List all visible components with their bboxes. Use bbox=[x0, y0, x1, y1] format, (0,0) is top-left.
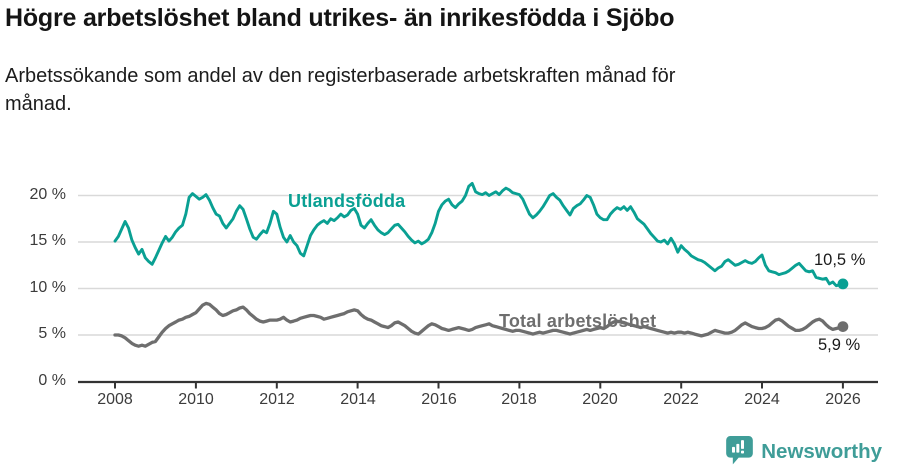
x-axis-label: 2016 bbox=[421, 391, 457, 408]
x-axis-label: 2010 bbox=[178, 391, 214, 408]
x-axis-label: 2024 bbox=[744, 391, 780, 408]
x-axis-label: 2020 bbox=[582, 391, 618, 408]
page-title: Högre arbetslöshet bland utrikes- än inr… bbox=[5, 4, 675, 32]
y-axis-label: 20 % bbox=[29, 186, 66, 203]
y-axis-label: 0 % bbox=[38, 372, 66, 389]
end-value-label-utlandsfodda: 10,5 % bbox=[814, 251, 866, 269]
y-axis-label: 5 % bbox=[38, 325, 66, 342]
x-axis-label: 2014 bbox=[340, 391, 376, 408]
x-axis-label: 2008 bbox=[97, 391, 133, 408]
series-line-utlandsfodda bbox=[113, 181, 845, 288]
series-line-total bbox=[113, 301, 845, 348]
newsworthy-brand-text: Newsworthy bbox=[761, 439, 882, 463]
y-axis-label: 15 % bbox=[29, 232, 66, 249]
x-axis-label: 2018 bbox=[501, 391, 537, 408]
x-axis-label: 2022 bbox=[663, 391, 699, 408]
series-label-total: Total arbetslöshet bbox=[499, 311, 657, 331]
end-value-label-total: 5,9 % bbox=[818, 336, 861, 354]
chart-subtitle: Arbetssökande som andel av den registerb… bbox=[5, 65, 676, 115]
series-label-utlandsfodda: Utlandsfödda bbox=[288, 191, 406, 211]
y-axis-label: 10 % bbox=[29, 279, 66, 296]
x-axis-label: 2012 bbox=[259, 391, 295, 408]
newsworthy-logo-icon bbox=[726, 436, 754, 466]
newsworthy-brand: Newsworthy bbox=[726, 436, 882, 466]
x-axis-label: 2026 bbox=[825, 391, 861, 408]
series-end-dot-utlandsfodda bbox=[837, 278, 849, 290]
series-end-dot-total bbox=[837, 321, 849, 332]
